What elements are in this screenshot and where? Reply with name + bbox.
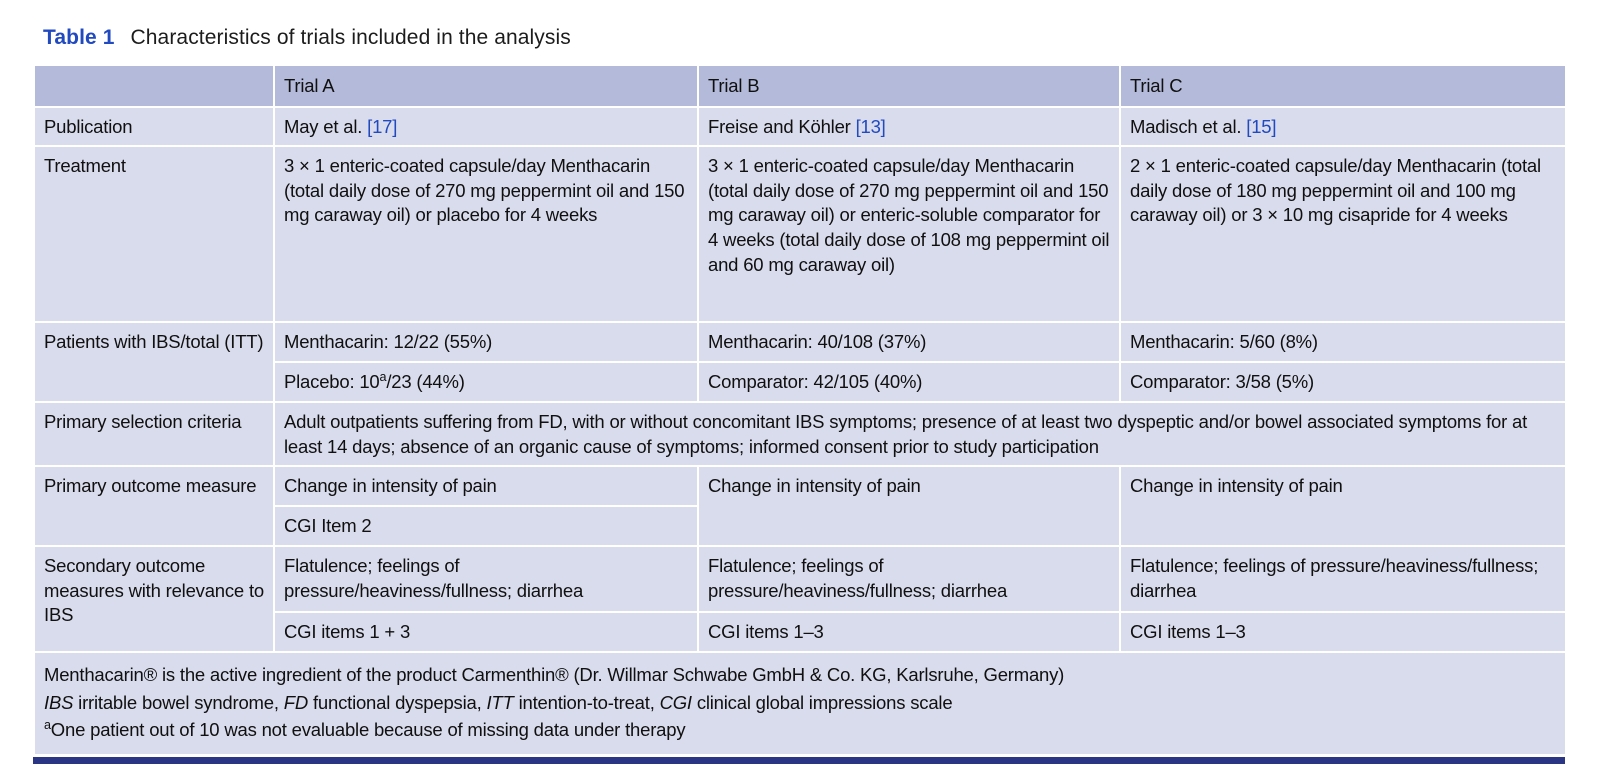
abbr-ibs-definition: irritable bowel syndrome, — [73, 691, 284, 713]
abbr-fd-definition: functional dyspepsia, — [308, 691, 487, 713]
abbr-ibs: IBS — [44, 691, 74, 713]
cell-secondary-cgi-trial-c: CGI items 1–3 — [1119, 610, 1567, 653]
header-row: Trial A Trial B Trial C — [33, 64, 1567, 108]
trials-table: Trial A Trial B Trial C Publication May … — [33, 64, 1567, 757]
column-header-trial-a: Trial A — [273, 64, 699, 108]
row-label-selection-criteria: Primary selection criteria — [33, 401, 275, 468]
row-selection-criteria: Primary selection criteria Adult outpati… — [33, 401, 1567, 468]
publication-text: Madisch et al. — [1130, 115, 1247, 137]
cell-patients-comparator-trial-b: Comparator: 42/105 (40%) — [697, 361, 1121, 404]
footnotes-cell: Menthacarin® is the active ingredient of… — [33, 650, 1567, 757]
column-header-trial-c: Trial C — [1119, 64, 1567, 108]
cell-publication-trial-a: May et al. [17] — [273, 105, 699, 148]
table-caption: Table 1 Characteristics of trials include… — [43, 26, 1567, 50]
citation-link[interactable]: [17] — [367, 115, 398, 137]
row-footnotes: Menthacarin® is the active ingredient of… — [33, 650, 1567, 757]
page-title: Characteristics of trials included in th… — [130, 26, 571, 49]
footnote-trademark: Menthacarin® is the active ingredient of… — [44, 663, 1065, 685]
abbr-itt: ITT — [486, 691, 514, 713]
abbr-fd: FD — [283, 691, 309, 713]
cell-patients-placebo-trial-a: Placebo: 10a/23 (44%) — [273, 361, 699, 404]
row-label-secondary-outcome: Secondary outcome measures with relevanc… — [33, 544, 275, 653]
cell-patients-menthacarin-trial-c: Menthacarin: 5/60 (8%) — [1119, 321, 1567, 364]
cell-patients-menthacarin-trial-a: Menthacarin: 12/22 (55%) — [273, 321, 699, 364]
row-patients-comparator: Placebo: 10a/23 (44%) Comparator: 42/105… — [34, 361, 1567, 404]
cell-treatment-trial-c: 2 × 1 enteric-coated capsule/day Menthac… — [1119, 145, 1567, 324]
footnote-abbreviations: IBS irritable bowel syndrome, FD functio… — [44, 689, 1556, 717]
table-number: Table 1 — [43, 26, 115, 49]
cell-primary-outcome-cgi-trial-a: CGI Item 2 — [273, 505, 699, 547]
cell-primary-outcome-trial-c: Change in intensity of pain — [1119, 465, 1567, 547]
row-patients-menthacarin: Patients with IBS/total (ITT) Menthacari… — [33, 321, 1567, 404]
cell-patients-menthacarin-trial-b: Menthacarin: 40/108 (37%) — [697, 321, 1121, 364]
cell-selection-criteria: Adult outpatients suffering from FD, wit… — [273, 401, 1567, 468]
superscript-a: a — [44, 718, 51, 733]
cell-secondary-outcome-trial-a: Flatulence; feelings of pressure/heavine… — [273, 544, 699, 613]
cell-patients-comparator-trial-c: Comparator: 3/58 (5%) — [1119, 361, 1567, 404]
publication-text: May et al. — [284, 115, 368, 137]
publication-text: Freise and Köhler — [708, 115, 856, 137]
placebo-text-cont: /23 (44%) — [386, 371, 465, 393]
abbr-cgi: CGI — [659, 691, 692, 713]
row-treatment: Treatment 3 × 1 enteric-coated capsule/d… — [33, 145, 1567, 324]
row-primary-outcome-1: Primary outcome measure Change in intens… — [33, 465, 1567, 547]
cell-secondary-cgi-trial-a: CGI items 1 + 3 — [273, 610, 699, 653]
cell-publication-trial-b: Freise and Köhler [13] — [697, 105, 1121, 148]
placebo-text: Placebo: 10 — [284, 371, 380, 393]
abbr-cgi-definition: clinical global impressions scale — [691, 691, 953, 713]
row-label-publication: Publication — [33, 105, 275, 148]
row-secondary-outcome-2: CGI items 1 + 3 CGI items 1–3 CGI items … — [34, 610, 1567, 653]
page: Table 1 Characteristics of trials include… — [33, 26, 1567, 765]
row-label-patients: Patients with IBS/total (ITT) — [33, 321, 275, 404]
row-label-treatment: Treatment — [33, 145, 275, 324]
column-header-trial-b: Trial B — [697, 64, 1121, 108]
cell-primary-outcome-trial-b: Change in intensity of pain — [697, 465, 1121, 547]
cell-publication-trial-c: Madisch et al. [15] — [1119, 105, 1567, 148]
cell-secondary-outcome-trial-c: Flatulence; feelings of pressure/heavine… — [1119, 544, 1567, 613]
citation-link[interactable]: [15] — [1246, 115, 1277, 137]
footnote-missing-data: aOne patient out of 10 was not evaluable… — [44, 716, 1556, 744]
row-primary-outcome-2: CGI Item 2 — [34, 505, 1566, 547]
footnote-missing-data-text: One patient out of 10 was not evaluable … — [50, 719, 686, 741]
cell-secondary-outcome-trial-b: Flatulence; feelings of pressure/heavine… — [697, 544, 1121, 613]
cell-treatment-trial-b: 3 × 1 enteric-coated capsule/day Menthac… — [697, 145, 1121, 324]
row-publication: Publication May et al. [17] Freise and K… — [33, 105, 1567, 148]
superscript-a: a — [379, 370, 387, 385]
cell-primary-outcome-pain-trial-a: Change in intensity of pain — [273, 465, 699, 508]
header-empty-cell — [33, 64, 275, 108]
cell-secondary-cgi-trial-b: CGI items 1–3 — [697, 610, 1121, 653]
table-bottom-rule — [33, 757, 1565, 765]
row-label-primary-outcome: Primary outcome measure — [33, 465, 275, 547]
abbr-itt-definition: intention-to-treat, — [513, 691, 660, 713]
row-secondary-outcome-1: Secondary outcome measures with relevanc… — [33, 544, 1567, 653]
cell-treatment-trial-a: 3 × 1 enteric-coated capsule/day Menthac… — [273, 145, 699, 324]
citation-link[interactable]: [13] — [855, 115, 886, 137]
